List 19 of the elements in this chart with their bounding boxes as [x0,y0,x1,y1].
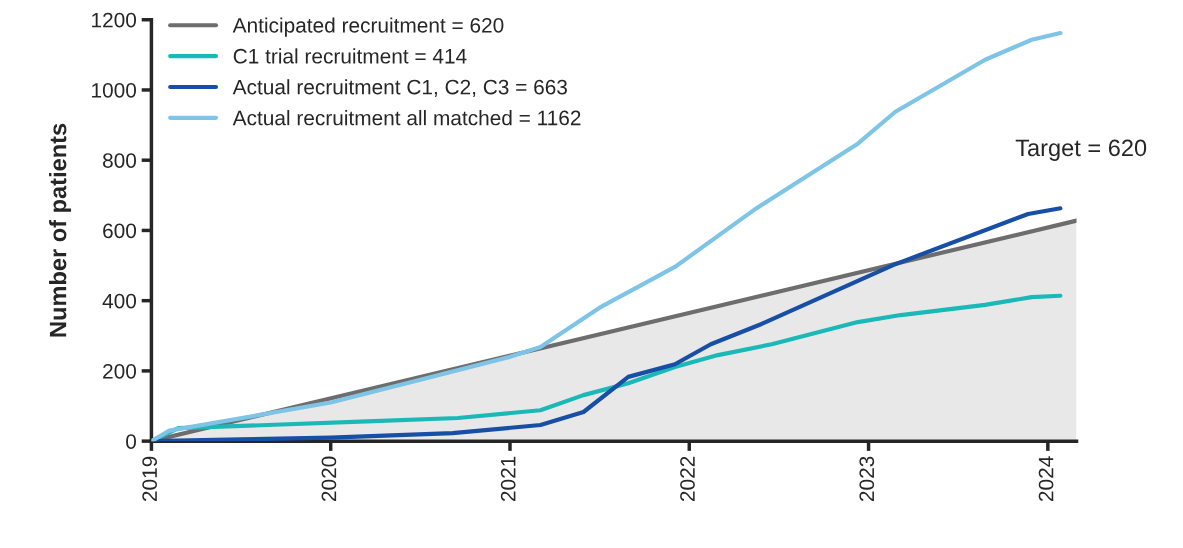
x-tick-label: 2024 [1038,456,1054,502]
y-tick-label: 400 [102,293,137,309]
x-tick-label: 2023 [859,456,875,502]
y-tick-label: 0 [126,434,137,449]
y-tick-label: 800 [102,153,137,168]
legend-label: Anticipated recruitment = 620 [232,17,504,37]
legend-label: Actual recruitment all matched = 1162 [232,110,581,126]
y-tick-label: 1000 [92,82,137,98]
legend-label: C1 trial recruitment = 414 [233,48,467,64]
y-tick-label: 600 [103,223,137,239]
y-tick-label: 200 [103,363,137,379]
y-axis-title: Number of patients [49,123,72,337]
annotation: Target = 620 [1015,139,1147,161]
x-tick-label: 2020 [321,456,337,502]
x-tick-label: 2022 [680,456,695,502]
y-tick-label: 1200 [92,12,137,28]
legend-label: Actual recruitment C1, C2, C3 = 663 [232,79,567,97]
x-tick-label: 2021 [500,456,516,502]
x-tick-label: 2019 [142,456,158,502]
